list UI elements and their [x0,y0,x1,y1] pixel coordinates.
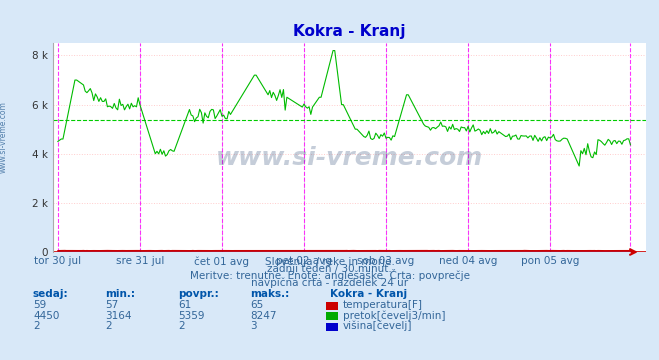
Text: Kokra - Kranj: Kokra - Kranj [330,289,407,299]
Text: 3164: 3164 [105,311,132,321]
Text: povpr.:: povpr.: [178,289,219,299]
Text: 59: 59 [33,300,46,310]
Text: 65: 65 [250,300,264,310]
Text: maks.:: maks.: [250,289,290,299]
Text: min.:: min.: [105,289,136,299]
Text: Slovenija / reke in morje.: Slovenija / reke in morje. [264,257,395,267]
Text: 57: 57 [105,300,119,310]
Text: 2: 2 [105,321,112,332]
Text: Meritve: trenutne  Enote: anglešaške  Črta: povprečje: Meritve: trenutne Enote: anglešaške Črta… [190,269,469,281]
Text: pretok[čevelj3/min]: pretok[čevelj3/min] [343,310,445,321]
Text: 5359: 5359 [178,311,204,321]
Text: 2: 2 [33,321,40,332]
Text: navpična črta - razdelek 24 ur: navpična črta - razdelek 24 ur [251,278,408,288]
Text: www.si-vreme.com: www.si-vreme.com [215,146,483,170]
Text: temperatura[F]: temperatura[F] [343,300,422,310]
Text: višina[čevelj]: višina[čevelj] [343,321,412,332]
Text: 8247: 8247 [250,311,277,321]
Text: 3: 3 [250,321,257,332]
Text: www.si-vreme.com: www.si-vreme.com [0,101,8,173]
Text: 4450: 4450 [33,311,59,321]
Text: zadnji teden / 30 minut.: zadnji teden / 30 minut. [267,264,392,274]
Text: 61: 61 [178,300,191,310]
Text: sedaj:: sedaj: [33,289,69,299]
Text: 2: 2 [178,321,185,332]
Title: Kokra - Kranj: Kokra - Kranj [293,24,405,39]
